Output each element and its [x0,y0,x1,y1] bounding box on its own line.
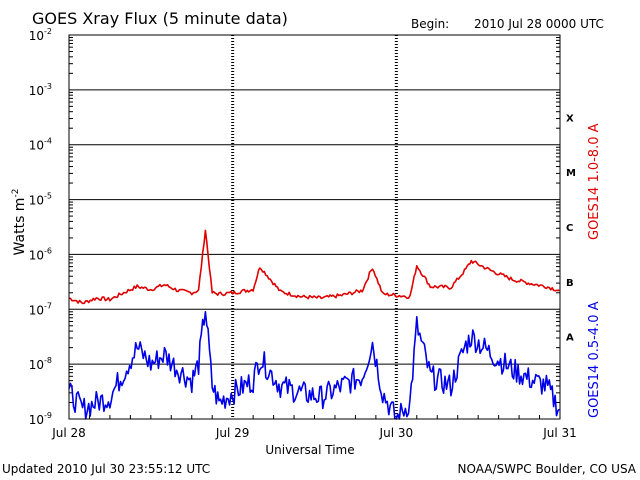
legend-long-channel: GOES14 1.0-8.0 A [587,123,602,240]
x-tick-labels: Jul 28 Jul 29 Jul 30 Jul 31 [51,426,577,440]
y-tick-exponent: -8 [44,356,52,365]
y-axis-label: Watts m-2 [11,189,28,256]
y-tick-label: 10-9 [29,411,52,427]
flare-class-x: X [566,113,574,124]
y-tick-label: 10-5 [29,192,52,208]
y-tick-exponent: -6 [44,246,52,255]
chart-title: GOES Xray Flux (5 minute data) [32,9,288,28]
y-tick-exponent: -7 [44,301,52,310]
credit-text: NOAA/SWPC Boulder, CO USA [458,462,637,476]
x-tick-label: Jul 29 [215,426,250,440]
x-tick-label: Jul 31 [542,426,577,440]
flare-class-b: B [566,278,574,289]
flare-class-m: M [566,168,576,179]
y-tick-exponent: -5 [44,192,52,201]
legend-short-channel: GOES14 0.5-4.0 A [587,301,602,418]
axis-ticks [69,37,560,419]
begin-value: 2010 Jul 28 0000 UTC [474,17,604,31]
plot-frame [68,34,561,420]
y-tick-label: 10-4 [29,137,52,153]
y-tick-label: 10-8 [29,356,52,372]
y-tick-label: 10-3 [29,82,52,98]
begin-label: Begin: [411,17,449,31]
y-tick-exponent: -4 [44,137,52,146]
y-tick-exponent: -9 [44,411,52,420]
grid-lines [69,34,560,420]
series-line-long [68,229,560,305]
series-lines [68,229,560,420]
flare-class-a: A [566,333,574,344]
series-line-short [68,310,560,420]
x-axis-label: Universal Time [265,443,354,457]
updated-timestamp: Updated 2010 Jul 30 23:55:12 UTC [2,462,210,476]
flare-class-c: C [566,223,573,234]
x-tick-label: Jul 30 [379,426,414,440]
y-tick-label: 10-7 [29,301,52,317]
y-tick-labels: 10-2 10-3 10-4 10-5 10-6 10-7 10-8 10-9 [29,27,52,427]
day-dividers [231,35,398,419]
y-tick-label: 10-2 [29,27,52,43]
y-tick-label: 10-6 [29,246,52,262]
flare-class-labels: X M C B A [566,113,576,343]
y-tick-exponent: -2 [44,27,52,36]
y-tick-exponent: -3 [44,82,52,91]
x-tick-label: Jul 28 [51,426,86,440]
